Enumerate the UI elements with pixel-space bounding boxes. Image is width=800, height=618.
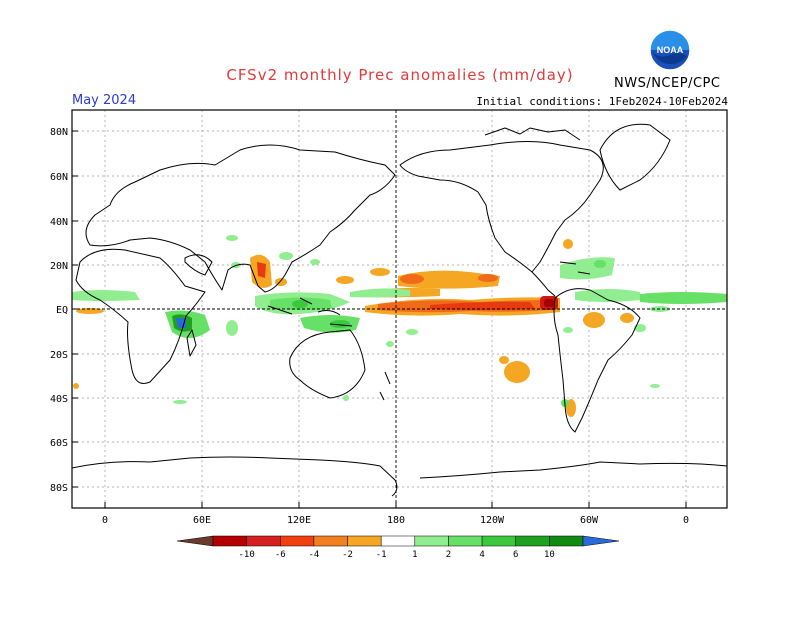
lon-label-0-east: 0 — [683, 515, 689, 526]
lon-label-60e: 60E — [193, 515, 211, 526]
lon-label-180: 180 — [387, 515, 405, 526]
colorbar-box — [414, 535, 449, 547]
colorbar-low-extension — [176, 535, 214, 547]
colorbar-tick-label: -4 — [308, 550, 319, 560]
lon-label-60w: 60W — [580, 515, 599, 526]
colorbar-box — [380, 535, 416, 547]
colorbar-box — [347, 535, 382, 547]
lat-label-60n: 60N — [50, 172, 68, 183]
colorbar-box — [515, 535, 550, 547]
tick-marks — [72, 130, 687, 508]
noaa-logo-icon: NOAA — [649, 29, 691, 71]
lat-label-60s: 60S — [50, 438, 68, 449]
chart-title: CFSv2 monthly Prec anomalies (mm/day) — [226, 66, 574, 84]
colorbar-box — [481, 535, 516, 547]
colorbar-box — [313, 535, 348, 547]
colorbar-tick-label: 1 — [412, 550, 417, 560]
colorbar-box — [448, 535, 483, 547]
colorbar-tick-label: 6 — [513, 550, 518, 560]
gridlines — [72, 110, 727, 508]
colorbar-tick-label: -10 — [239, 550, 255, 560]
lat-label-40s: 40S — [50, 394, 68, 405]
lat-label-80s: 80S — [50, 483, 68, 494]
svg-text:NOAA: NOAA — [657, 45, 684, 55]
colorbar-high-extension — [582, 535, 620, 547]
colorbar-tick-label: -2 — [342, 550, 353, 560]
lat-label-80n: 80N — [50, 127, 68, 138]
colorbar-tick-label: -6 — [275, 550, 286, 560]
lat-label-40n: 40N — [50, 217, 68, 228]
lat-label-eq: EQ — [56, 305, 68, 316]
agency-label: NWS/NCEP/CPC — [614, 76, 721, 91]
colorbar-tick-label: 4 — [479, 550, 484, 560]
lon-label-120e: 120E — [287, 515, 311, 526]
colorbar-tick-label: 10 — [544, 550, 555, 560]
colorbar-tick-label: -1 — [376, 550, 387, 560]
valid-month-label: May 2024 — [72, 93, 137, 108]
initial-conditions-label: Initial conditions: 1Feb2024-10Feb2024 — [476, 95, 728, 108]
lat-label-20s: 20S — [50, 350, 68, 361]
coastlines — [71, 123, 728, 497]
lon-label-120w: 120W — [480, 515, 505, 526]
colorbar-box — [212, 535, 247, 547]
colorbar-box — [549, 535, 584, 547]
colorbar: -10 -6 -4 -2 -1 1 2 4 6 10 — [176, 535, 620, 560]
colorbar-tick-label: 2 — [446, 550, 451, 560]
lon-label-0: 0 — [102, 515, 108, 526]
colorbar-box — [280, 535, 315, 547]
colorbar-box — [246, 535, 281, 547]
lat-label-20n: 20N — [50, 261, 68, 272]
